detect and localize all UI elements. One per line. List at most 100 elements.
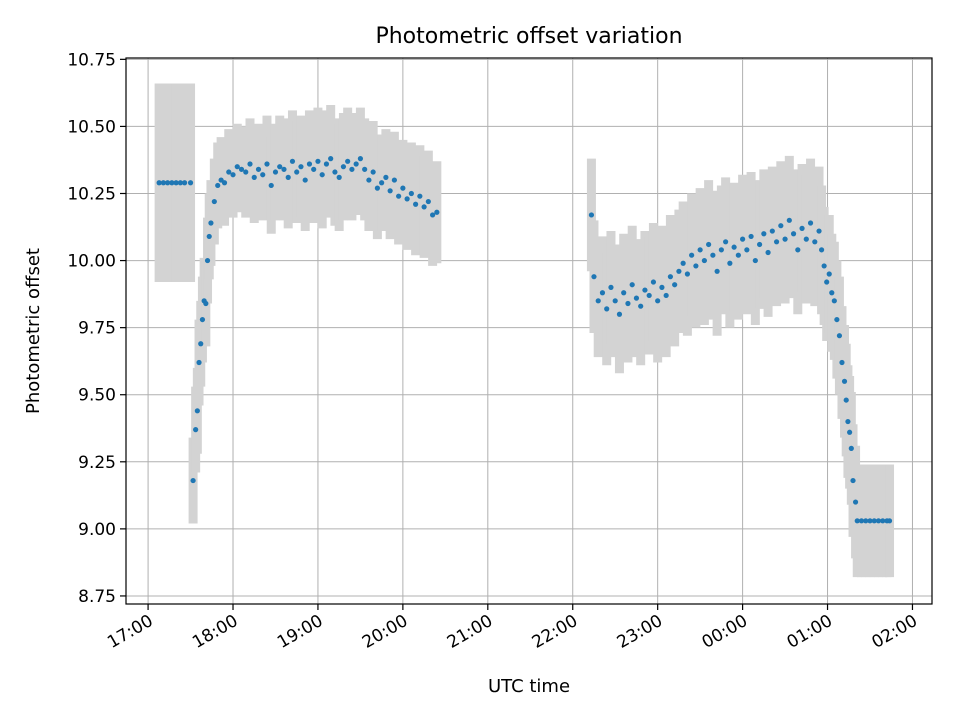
data-point — [773, 239, 780, 245]
data-point — [710, 252, 716, 258]
data-point — [616, 311, 623, 317]
y-tick-label: 9.25 — [78, 453, 116, 473]
data-point — [659, 284, 665, 291]
data-point — [740, 236, 746, 242]
data-point — [379, 180, 385, 186]
data-point — [612, 298, 618, 304]
data-point — [353, 161, 359, 167]
data-point — [829, 290, 835, 296]
data-point — [858, 518, 865, 524]
data-point — [765, 249, 771, 256]
data-point — [871, 518, 877, 524]
data-point — [718, 247, 724, 253]
data-point — [226, 169, 232, 175]
data-point — [786, 217, 792, 223]
data-point — [315, 158, 321, 164]
data-point — [697, 247, 703, 253]
data-point — [807, 220, 814, 226]
data-point — [156, 180, 162, 186]
data-point — [221, 180, 228, 186]
data-point — [298, 164, 304, 170]
data-point — [727, 260, 733, 266]
data-point — [782, 236, 788, 242]
y-tick-label: 9.00 — [78, 520, 116, 540]
data-point — [417, 193, 423, 199]
data-point — [803, 236, 809, 242]
data-point — [650, 279, 657, 285]
data-point — [748, 233, 754, 240]
data-point — [684, 271, 690, 277]
y-tick-label: 9.75 — [78, 319, 116, 339]
data-point — [332, 169, 338, 175]
data-point — [633, 295, 640, 301]
chart-title: Photometric offset variation — [375, 24, 682, 49]
data-point — [281, 166, 287, 172]
data-point — [769, 228, 775, 234]
data-point — [362, 166, 368, 172]
data-point — [311, 166, 317, 172]
y-tick-label: 10.75 — [67, 50, 116, 70]
data-point — [260, 172, 266, 178]
y-tick-label: 10.00 — [67, 252, 116, 272]
data-point — [408, 190, 414, 197]
data-point — [836, 333, 843, 339]
data-point — [193, 427, 199, 433]
data-point — [328, 156, 334, 162]
data-point — [247, 161, 253, 167]
data-point — [621, 290, 627, 296]
y-tick-label: 10.25 — [67, 184, 116, 204]
point-layer — [156, 156, 893, 524]
data-point — [852, 499, 859, 505]
data-point — [194, 408, 200, 414]
data-point — [177, 180, 183, 186]
plot-frame — [125, 57, 933, 605]
data-point — [795, 247, 801, 253]
data-point — [886, 518, 893, 524]
data-point — [421, 204, 427, 210]
data-point — [400, 185, 406, 191]
data-point — [434, 209, 440, 215]
data-point — [319, 172, 325, 178]
data-point — [383, 174, 389, 180]
data-point — [595, 298, 601, 304]
data-point — [714, 268, 720, 274]
y-tick-label: 9.50 — [78, 386, 116, 406]
data-point — [672, 282, 678, 288]
y-tick-label: 8.75 — [78, 587, 116, 607]
y-tick-label: 10.50 — [67, 117, 116, 137]
data-point — [826, 271, 832, 277]
data-point — [818, 247, 825, 253]
data-point — [854, 518, 860, 524]
data-point — [302, 177, 308, 183]
data-point — [391, 177, 397, 183]
data-point — [778, 223, 784, 229]
data-point — [196, 359, 202, 366]
data-point — [208, 220, 214, 226]
data-point — [187, 180, 194, 186]
data-point — [294, 169, 300, 175]
data-point — [843, 397, 849, 403]
data-point — [211, 198, 217, 205]
data-point — [430, 212, 436, 218]
x-axis-label: UTC time — [488, 676, 570, 697]
data-point — [588, 212, 595, 218]
data-point — [642, 287, 648, 293]
data-point — [323, 161, 330, 167]
data-point — [638, 303, 644, 309]
data-point — [366, 177, 372, 183]
data-point — [255, 166, 262, 172]
data-point — [413, 201, 419, 207]
data-point — [264, 161, 270, 167]
y-axis-label: Photometric offset — [23, 248, 44, 414]
data-point — [349, 166, 355, 172]
data-point — [880, 518, 886, 524]
data-point — [701, 257, 707, 264]
data-point — [165, 180, 171, 186]
data-point — [629, 282, 635, 288]
data-point — [850, 477, 856, 484]
data-point — [845, 418, 851, 425]
data-point — [306, 161, 313, 167]
data-point — [867, 518, 873, 524]
